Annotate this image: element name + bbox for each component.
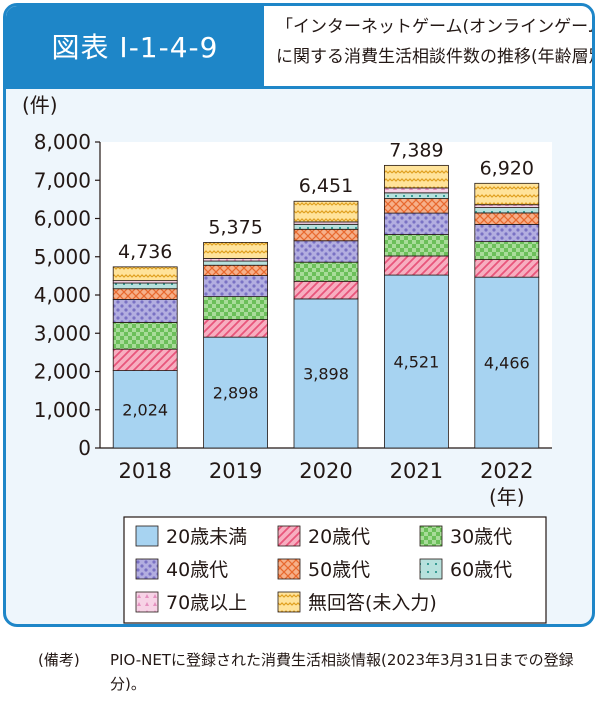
y-tick-label: 5,000 (34, 245, 91, 269)
bar-segment (474, 276, 540, 449)
bar-segment (474, 207, 540, 214)
bar-segment (112, 288, 178, 300)
legend-swatch (135, 591, 159, 613)
total-value-label: 7,389 (389, 139, 443, 161)
legend-entry-label: 50歳代 (308, 559, 370, 581)
bar-segment (112, 282, 178, 290)
total-value-label: 5,375 (208, 216, 262, 238)
bar-segment (203, 264, 269, 276)
y-tick-label: 1,000 (34, 398, 91, 422)
legend-swatch (277, 558, 301, 580)
bar-segment (203, 296, 269, 320)
total-value-label: 6,920 (480, 157, 534, 179)
legend-entry-label: 20歳未満 (166, 526, 247, 548)
figure-header: 図表 I-1-4-9 「インターネットゲーム(オンラインゲーム)」 に関する消費… (6, 6, 592, 89)
total-value-label: 6,451 (299, 175, 353, 197)
bar-segment (474, 204, 540, 208)
stacked-bar-chart: 0 1,000 2,000 3,000 4,000 5,000 6,000 7,000 8,00… (22, 93, 552, 624)
x-unit-label: (年) (489, 485, 525, 509)
bar-segment (383, 198, 449, 214)
bar-segment (383, 164, 449, 189)
legend-entry-label: 70歳以上 (166, 592, 247, 614)
bar-segment (112, 321, 178, 350)
bar-segment (293, 240, 359, 263)
bar-segment (203, 260, 269, 266)
bar-segment (112, 370, 178, 449)
bar-segment (293, 261, 359, 282)
bar-segment (293, 280, 359, 300)
figure-number-badge: 図表 I-1-4-9 (6, 6, 264, 86)
x-tick-label: 2022 (480, 459, 533, 483)
bar-segment (203, 275, 269, 298)
y-tick-label: 3,000 (34, 321, 91, 345)
legend-swatch (419, 525, 443, 547)
bar-segment (203, 336, 269, 449)
bar-segment (474, 182, 540, 206)
bar-segment (383, 212, 449, 235)
legend-entry-label: 20歳代 (308, 526, 370, 548)
bar-segment (474, 259, 540, 278)
bar-segment (293, 200, 359, 223)
y-tick-label: 8,000 (34, 130, 91, 154)
inner-value-label: 2,024 (122, 400, 168, 419)
bar-segment (474, 212, 540, 225)
inner-value-label: 4,521 (393, 353, 439, 372)
y-tick-label: 4,000 (34, 283, 91, 307)
bar-segment (383, 187, 449, 194)
bar-segment (112, 299, 178, 323)
x-tick-label: 2021 (390, 459, 443, 483)
legend-swatch (419, 558, 443, 580)
bar-segment (474, 241, 540, 260)
bar-segment (383, 192, 449, 199)
legend-entry-label: 無回答(未入力) (308, 592, 437, 614)
figure-title: 「インターネットゲーム(オンラインゲーム)」 に関する消費生活相談件数の推移(年… (276, 12, 595, 72)
figure-title-line1: 「インターネットゲーム(オンラインゲーム)」 (276, 17, 595, 37)
legend-swatch (277, 525, 301, 547)
x-tick-label: 2020 (299, 459, 352, 483)
inner-value-label: 3,898 (303, 364, 349, 383)
legend-box (123, 516, 547, 624)
legend-entry-label: 30歳代 (450, 526, 512, 548)
y-tick-label: 6,000 (34, 207, 91, 231)
y-tick-label: 0 (78, 436, 91, 460)
bar-segment (203, 242, 269, 259)
bar-segment (474, 223, 540, 243)
bar-segment (293, 228, 359, 242)
bar-segment (112, 266, 178, 282)
bar-segment (112, 348, 178, 371)
legend-swatch (277, 591, 301, 613)
y-tick-label: 2,000 (34, 360, 91, 384)
legend-swatch (135, 525, 159, 547)
note-label: (備考) (38, 651, 80, 669)
inner-value-label: 2,898 (213, 384, 259, 403)
bar-segment (383, 274, 449, 449)
inner-value-label: 4,466 (484, 354, 530, 373)
legend-swatch (135, 558, 159, 580)
y-tick-label: 7,000 (34, 168, 91, 192)
x-tick-label: 2018 (118, 459, 171, 483)
legend-entry-label: 40歳代 (166, 559, 228, 581)
legend-entry-label: 60歳代 (450, 559, 512, 581)
total-value-label: 4,736 (118, 241, 172, 263)
y-unit-label: (件) (22, 93, 58, 117)
bar-segment (383, 255, 449, 276)
x-tick-label: 2019 (209, 459, 262, 483)
bar-segment (293, 223, 359, 230)
bar-segment (203, 319, 269, 338)
figure-title-line2: に関する消費生活相談件数の推移(年齢層別) (276, 47, 595, 67)
bar-segment (383, 234, 449, 257)
note-text: PIO-NETに登録された消費生活相談情報(2023年3月31日までの登録分)。 (110, 651, 574, 693)
